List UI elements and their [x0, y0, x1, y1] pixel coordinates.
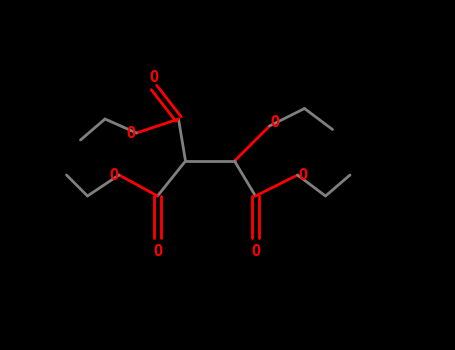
Text: O: O [298, 168, 307, 182]
Text: O: O [153, 245, 162, 259]
Text: O: O [109, 168, 118, 182]
Text: O: O [251, 245, 260, 259]
Text: O: O [149, 70, 158, 84]
Text: O: O [270, 115, 279, 130]
Text: O: O [126, 126, 136, 140]
